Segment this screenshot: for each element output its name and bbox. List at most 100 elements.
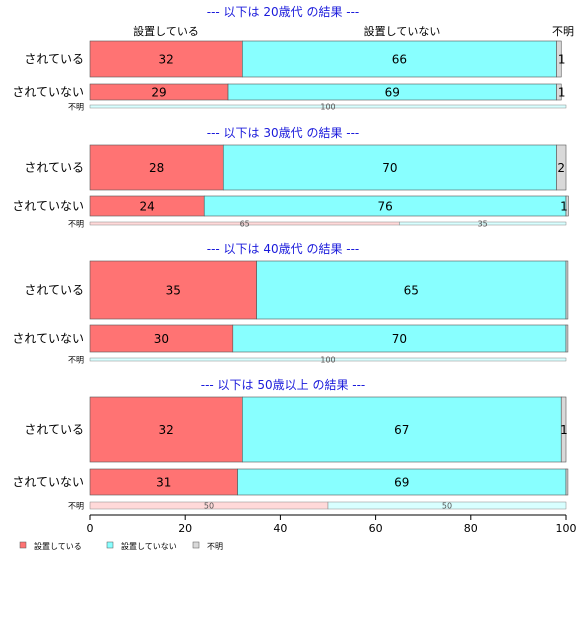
bar-segment xyxy=(256,260,567,320)
bar-segment xyxy=(565,468,569,496)
data-label: 1 xyxy=(560,200,568,214)
bar-segment xyxy=(89,144,224,191)
bar-segment xyxy=(556,83,562,101)
data-label: 100 xyxy=(320,356,335,365)
bar-row: されている 32 66 1 xyxy=(24,40,566,78)
data-label: 1 xyxy=(558,53,566,67)
panel-2: --- 以下は 40歳代 の結果 --- されている 35 65 されていない 30 70 不… xyxy=(12,242,569,365)
panel-1: --- 以下は 30歳代 の結果 --- されている 28 70 2 されていない 24 76… xyxy=(12,126,569,229)
bar-segment xyxy=(242,40,557,78)
data-label: 100 xyxy=(320,103,335,112)
legend-item: 不明 xyxy=(192,541,223,551)
row-label: 不明 xyxy=(68,103,84,112)
data-label: 50 xyxy=(442,502,452,511)
tick-label: 0 xyxy=(87,522,94,535)
bar-segment xyxy=(89,468,238,496)
bar-segment xyxy=(89,260,257,320)
panel-title: --- 以下は 20歳代 の結果 --- xyxy=(207,5,360,19)
data-label: 28 xyxy=(149,161,164,175)
data-label: 1 xyxy=(560,423,568,437)
data-label: 69 xyxy=(385,86,400,100)
panel-title: --- 以下は 40歳代 の結果 --- xyxy=(207,242,360,256)
row-label: 不明 xyxy=(68,356,84,365)
header-installed: 設置している xyxy=(133,24,199,38)
bar-row: されていない 29 69 1 xyxy=(12,83,566,101)
bar-segment xyxy=(556,40,562,78)
data-label: 67 xyxy=(394,423,409,437)
row-label: されていない xyxy=(12,475,84,489)
legend-label: 不明 xyxy=(207,542,223,551)
legend-item: 設置している xyxy=(19,541,82,551)
data-label: 24 xyxy=(139,200,154,214)
bar-segment xyxy=(89,104,567,109)
panel-title: --- 以下は 50歳以上 の結果 --- xyxy=(201,378,366,392)
data-label: 35 xyxy=(166,284,181,298)
legend-swatch xyxy=(106,541,114,549)
bar-row: 不明 65 35 xyxy=(68,220,567,229)
row-label: されていない xyxy=(12,199,84,213)
bar-row: されていない 31 69 xyxy=(12,468,569,496)
tick-label: 100 xyxy=(556,522,577,535)
bar-row: 不明 100 xyxy=(68,356,567,365)
data-label: 35 xyxy=(478,220,488,229)
x-axis: 0 20 40 60 80 100 xyxy=(87,514,577,535)
bar-segment xyxy=(565,195,569,217)
legend-label: 設置している xyxy=(34,541,82,551)
row-label: されている xyxy=(24,423,84,437)
bar-segment xyxy=(565,260,569,320)
bar-row: されていない 24 76 1 xyxy=(12,195,569,217)
data-label: 76 xyxy=(377,200,392,214)
bar-row: 不明 50 50 xyxy=(68,502,567,511)
bar-segment xyxy=(89,324,234,353)
bar-segment xyxy=(232,324,567,353)
bar-segment xyxy=(242,396,562,463)
bar-segment xyxy=(222,144,557,191)
data-label: 32 xyxy=(159,423,174,437)
bar-row: されている 35 65 xyxy=(24,260,569,320)
bar-segment xyxy=(89,357,567,362)
data-label: 31 xyxy=(156,476,171,490)
data-label: 32 xyxy=(159,53,174,67)
bar-row: されている 32 67 1 xyxy=(24,396,568,463)
panel-3: --- 以下は 50歳以上 の結果 --- されている 32 67 1 されていない 31 6… xyxy=(12,378,569,511)
data-label: 70 xyxy=(382,161,397,175)
row-label: されていない xyxy=(12,85,84,99)
data-label: 65 xyxy=(240,220,250,229)
data-label: 29 xyxy=(151,86,166,100)
bar-segment xyxy=(556,144,567,191)
panels: --- 以下は 20歳代 の結果 --- されている 32 66 1 されていない 29 69… xyxy=(12,5,569,511)
legend-swatch xyxy=(19,541,27,549)
data-label: 69 xyxy=(394,476,409,490)
data-label: 65 xyxy=(404,284,419,298)
header-unknown: 不明 xyxy=(552,25,574,38)
legend-item: 設置していない xyxy=(106,541,177,551)
header-not-installed: 設置していない xyxy=(364,24,441,38)
data-label: 66 xyxy=(392,53,407,67)
bar-row: されていない 30 70 xyxy=(12,324,569,353)
legend-swatch xyxy=(192,541,200,549)
bar-row: されている 28 70 2 xyxy=(24,144,567,191)
row-label: されている xyxy=(24,52,84,66)
tick-label: 60 xyxy=(369,522,383,535)
data-label: 2 xyxy=(557,161,565,175)
legend: 設置している 設置していない 不明 xyxy=(19,541,223,551)
row-label: されている xyxy=(24,283,84,297)
tick-label: 80 xyxy=(464,522,478,535)
bar-segment xyxy=(89,40,243,78)
bar-segment xyxy=(565,324,569,353)
row-label: されていない xyxy=(12,332,84,346)
row-label: 不明 xyxy=(68,502,84,511)
tick-label: 40 xyxy=(273,522,287,535)
bar-segment xyxy=(237,468,567,496)
bar-row: 不明 100 xyxy=(68,103,567,112)
legend-label: 設置していない xyxy=(121,541,177,551)
row-label: されている xyxy=(24,161,84,175)
panel-0: --- 以下は 20歳代 の結果 --- されている 32 66 1 されていない 29 69… xyxy=(12,5,567,112)
bar-segment xyxy=(89,396,243,463)
bar-segment xyxy=(560,396,567,463)
bar-segment xyxy=(399,221,567,226)
tick-label: 20 xyxy=(178,522,192,535)
data-label: 70 xyxy=(392,332,407,346)
data-label: 1 xyxy=(558,86,566,100)
